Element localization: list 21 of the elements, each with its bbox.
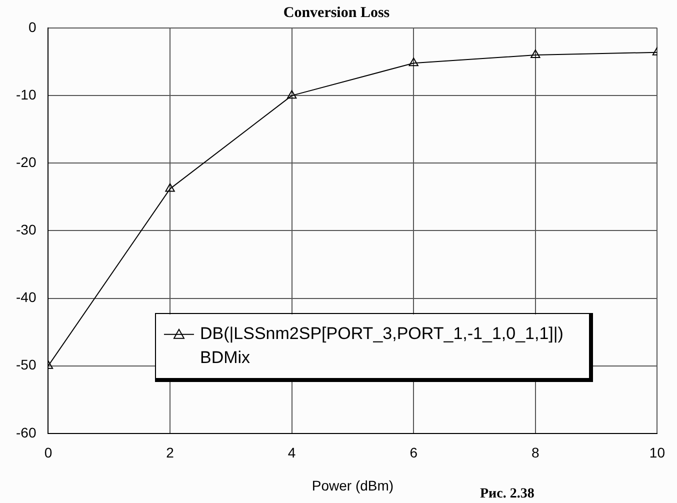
point — [530, 50, 540, 58]
point — [165, 183, 175, 192]
x-tick-label: 10 — [649, 444, 666, 461]
point — [408, 58, 418, 66]
x-tick-label: 0 — [44, 444, 52, 461]
chart-title: Conversion Loss — [283, 4, 390, 21]
y-tick-label: -10 — [16, 86, 36, 102]
y-tick-label: 0 — [28, 18, 36, 35]
x-tick-label: 8 — [532, 444, 540, 461]
y-tick-label: -30 — [16, 222, 36, 238]
y-tick-label: -50 — [16, 356, 36, 373]
text: Рис. 2.38 — [480, 486, 534, 502]
x-tick-label: 2 — [166, 444, 174, 461]
x-tick-label: 6 — [410, 444, 418, 461]
point — [286, 90, 297, 99]
legend-label: DB(|LSSnm2SP[PORT_3,PORT_1,-1_1,0_1,1]|) BDMix — [200, 324, 564, 368]
y-tick-label: -20 — [16, 154, 36, 170]
x-tick-label: 4 — [288, 444, 296, 461]
y-tick-label: -60 — [16, 424, 36, 440]
y-tick-label: -40 — [16, 289, 36, 306]
x-axis-title: Power (dBm) — [312, 477, 394, 494]
